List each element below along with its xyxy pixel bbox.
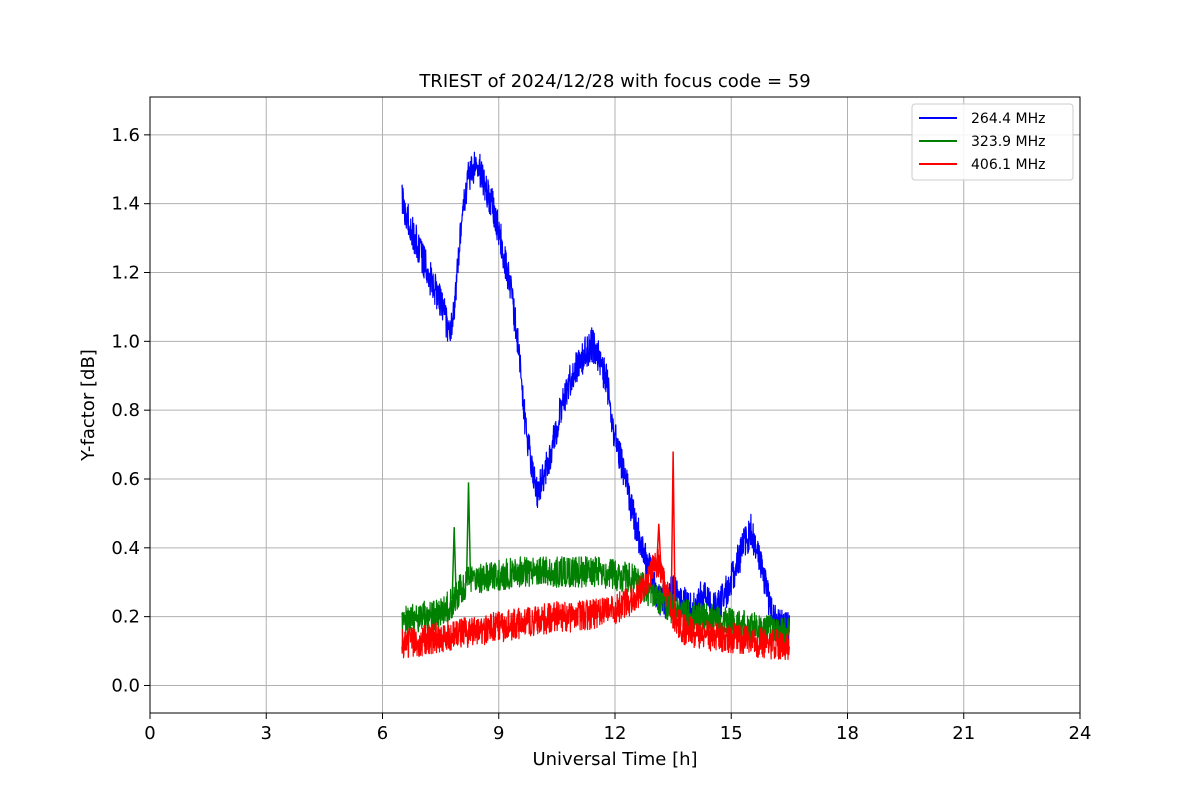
legend-label: 264.4 MHz <box>971 111 1045 127</box>
y-tick-label: 1.0 <box>111 331 140 352</box>
chart-title: TRIEST of 2024/12/28 with focus code = 5… <box>418 71 810 92</box>
series-spike <box>670 451 676 617</box>
series-layer <box>401 151 790 661</box>
x-axis-label: Universal Time [h] <box>532 749 697 770</box>
x-tick-label: 15 <box>720 723 743 744</box>
y-tick-label: 0.8 <box>111 400 140 421</box>
x-tick-label: 9 <box>493 723 504 744</box>
x-tick-label: 3 <box>261 723 272 744</box>
x-tick-label: 24 <box>1069 723 1092 744</box>
legend: 264.4 MHz 323.9 MHz 406.1 MHz <box>911 103 1074 181</box>
series-spike <box>451 527 457 600</box>
legend-box <box>911 103 1074 181</box>
legend-label: 406.1 MHz <box>971 157 1045 173</box>
x-tick-label: 6 <box>377 723 388 744</box>
x-tick-label: 18 <box>836 723 859 744</box>
y-tick-label: 0.6 <box>111 469 140 490</box>
y-tick-label: 1.2 <box>111 263 140 284</box>
x-tick-label: 12 <box>604 723 627 744</box>
series-line-3 <box>401 545 790 661</box>
series-line-1 <box>401 151 790 648</box>
series-spike <box>465 482 472 583</box>
y-axis: 0.0 0.2 0.4 0.6 0.8 1.0 1.2 1.4 1.6 <box>111 125 150 696</box>
y-tick-label: 1.6 <box>111 125 140 146</box>
x-tick-label: 0 <box>144 723 155 744</box>
y-axis-label: Y-factor [dB] <box>78 349 99 462</box>
y-tick-label: 0.2 <box>111 607 140 628</box>
y-tick-label: 0.0 <box>111 675 140 696</box>
legend-label: 323.9 MHz <box>971 134 1045 150</box>
series-spike <box>656 523 662 566</box>
x-axis: 0 3 6 9 12 15 18 21 24 <box>144 713 1091 744</box>
y-tick-label: 1.4 <box>111 194 140 215</box>
x-tick-label: 21 <box>952 723 975 744</box>
y-tick-label: 0.4 <box>111 538 140 559</box>
